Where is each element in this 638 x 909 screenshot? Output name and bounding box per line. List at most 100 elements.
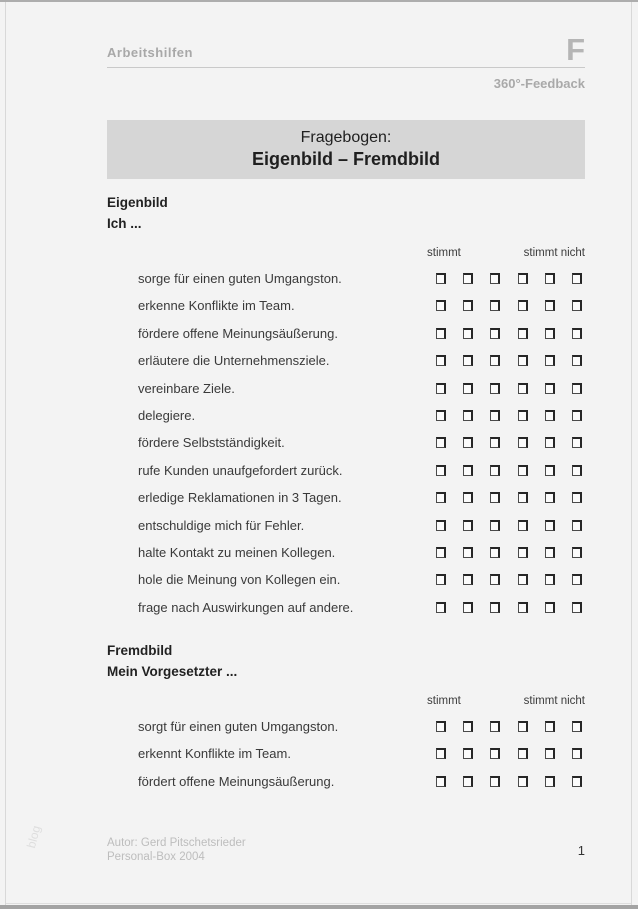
checkbox[interactable]: [571, 775, 582, 787]
checkbox[interactable]: [463, 748, 474, 760]
checkbox[interactable]: [490, 464, 501, 476]
checkbox[interactable]: [517, 327, 528, 339]
checkbox[interactable]: [436, 327, 446, 339]
checkbox[interactable]: [544, 464, 555, 476]
checkbox[interactable]: [571, 546, 582, 558]
checkbox[interactable]: [463, 721, 474, 733]
checkbox[interactable]: [544, 775, 555, 787]
checkbox[interactable]: [517, 355, 528, 367]
checkbox[interactable]: [436, 748, 446, 760]
checkbox[interactable]: [463, 355, 474, 367]
checkbox[interactable]: [517, 519, 528, 531]
checkbox[interactable]: [490, 775, 501, 787]
checkbox[interactable]: [490, 409, 501, 421]
checkbox[interactable]: [463, 546, 474, 558]
checkbox[interactable]: [517, 409, 528, 421]
checkbox[interactable]: [436, 272, 446, 284]
checkbox[interactable]: [490, 601, 501, 613]
category-label: Arbeitshilfen: [107, 44, 193, 60]
checkbox[interactable]: [436, 437, 446, 449]
checkbox[interactable]: [490, 437, 501, 449]
checkbox[interactable]: [463, 382, 474, 394]
checkbox[interactable]: [436, 464, 446, 476]
checkbox[interactable]: [571, 492, 582, 504]
checkbox[interactable]: [490, 272, 501, 284]
checkbox[interactable]: [571, 437, 582, 449]
checkbox[interactable]: [490, 300, 501, 312]
checkbox[interactable]: [436, 775, 446, 787]
checkbox[interactable]: [463, 300, 474, 312]
checkbox[interactable]: [463, 437, 474, 449]
checkbox[interactable]: [571, 574, 582, 586]
checkbox[interactable]: [571, 519, 582, 531]
checkbox[interactable]: [490, 574, 501, 586]
checkbox[interactable]: [544, 546, 555, 558]
checkbox[interactable]: [544, 492, 555, 504]
checkbox[interactable]: [517, 272, 528, 284]
checkbox[interactable]: [490, 355, 501, 367]
checkbox[interactable]: [517, 748, 528, 760]
questionnaire-row: erläutere die Unternehmensziele.: [107, 347, 585, 374]
checkbox[interactable]: [463, 574, 474, 586]
checkbox[interactable]: [436, 601, 446, 613]
checkbox[interactable]: [571, 748, 582, 760]
checkbox[interactable]: [571, 382, 582, 394]
checkbox[interactable]: [436, 546, 446, 558]
checkbox[interactable]: [544, 382, 555, 394]
checkbox[interactable]: [436, 492, 446, 504]
checkbox[interactable]: [490, 721, 501, 733]
checkbox[interactable]: [517, 437, 528, 449]
checkbox[interactable]: [463, 327, 474, 339]
checkbox[interactable]: [544, 748, 555, 760]
checkbox[interactable]: [463, 601, 474, 613]
checkbox[interactable]: [571, 601, 582, 613]
checkbox[interactable]: [544, 574, 555, 586]
checkbox[interactable]: [436, 382, 446, 394]
checkbox[interactable]: [463, 775, 474, 787]
checkbox[interactable]: [571, 409, 582, 421]
checkbox[interactable]: [571, 464, 582, 476]
checkbox[interactable]: [517, 601, 528, 613]
checkbox[interactable]: [544, 409, 555, 421]
checkbox[interactable]: [463, 492, 474, 504]
checkbox[interactable]: [544, 601, 555, 613]
checkbox[interactable]: [436, 409, 446, 421]
statement-label: erledige Reklamationen in 3 Tagen.: [138, 490, 342, 506]
checkbox[interactable]: [490, 492, 501, 504]
checkbox[interactable]: [490, 382, 501, 394]
statement-label: delegiere.: [138, 407, 196, 423]
checkbox[interactable]: [490, 327, 501, 339]
checkbox[interactable]: [571, 355, 582, 367]
checkbox[interactable]: [463, 272, 474, 284]
checkbox[interactable]: [463, 464, 474, 476]
checkbox[interactable]: [436, 519, 446, 531]
checkbox[interactable]: [517, 574, 528, 586]
checkbox[interactable]: [490, 748, 501, 760]
checkbox[interactable]: [436, 355, 446, 367]
checkbox[interactable]: [544, 437, 555, 449]
checkbox[interactable]: [517, 775, 528, 787]
checkbox[interactable]: [571, 300, 582, 312]
checkbox[interactable]: [490, 519, 501, 531]
checkbox[interactable]: [436, 574, 446, 586]
checkbox[interactable]: [463, 519, 474, 531]
checkbox[interactable]: [517, 492, 528, 504]
checkbox[interactable]: [571, 721, 582, 733]
checkbox[interactable]: [463, 409, 474, 421]
checkbox[interactable]: [571, 272, 582, 284]
checkbox[interactable]: [436, 300, 446, 312]
checkbox[interactable]: [544, 272, 555, 284]
checkbox[interactable]: [544, 327, 555, 339]
checkbox[interactable]: [517, 546, 528, 558]
checkbox[interactable]: [544, 300, 555, 312]
checkbox[interactable]: [517, 300, 528, 312]
checkbox[interactable]: [544, 519, 555, 531]
checkbox[interactable]: [517, 464, 528, 476]
checkbox[interactable]: [517, 721, 528, 733]
checkbox[interactable]: [544, 355, 555, 367]
checkbox[interactable]: [490, 546, 501, 558]
checkbox[interactable]: [571, 327, 582, 339]
checkbox[interactable]: [517, 382, 528, 394]
checkbox[interactable]: [544, 721, 555, 733]
checkbox[interactable]: [436, 721, 446, 733]
